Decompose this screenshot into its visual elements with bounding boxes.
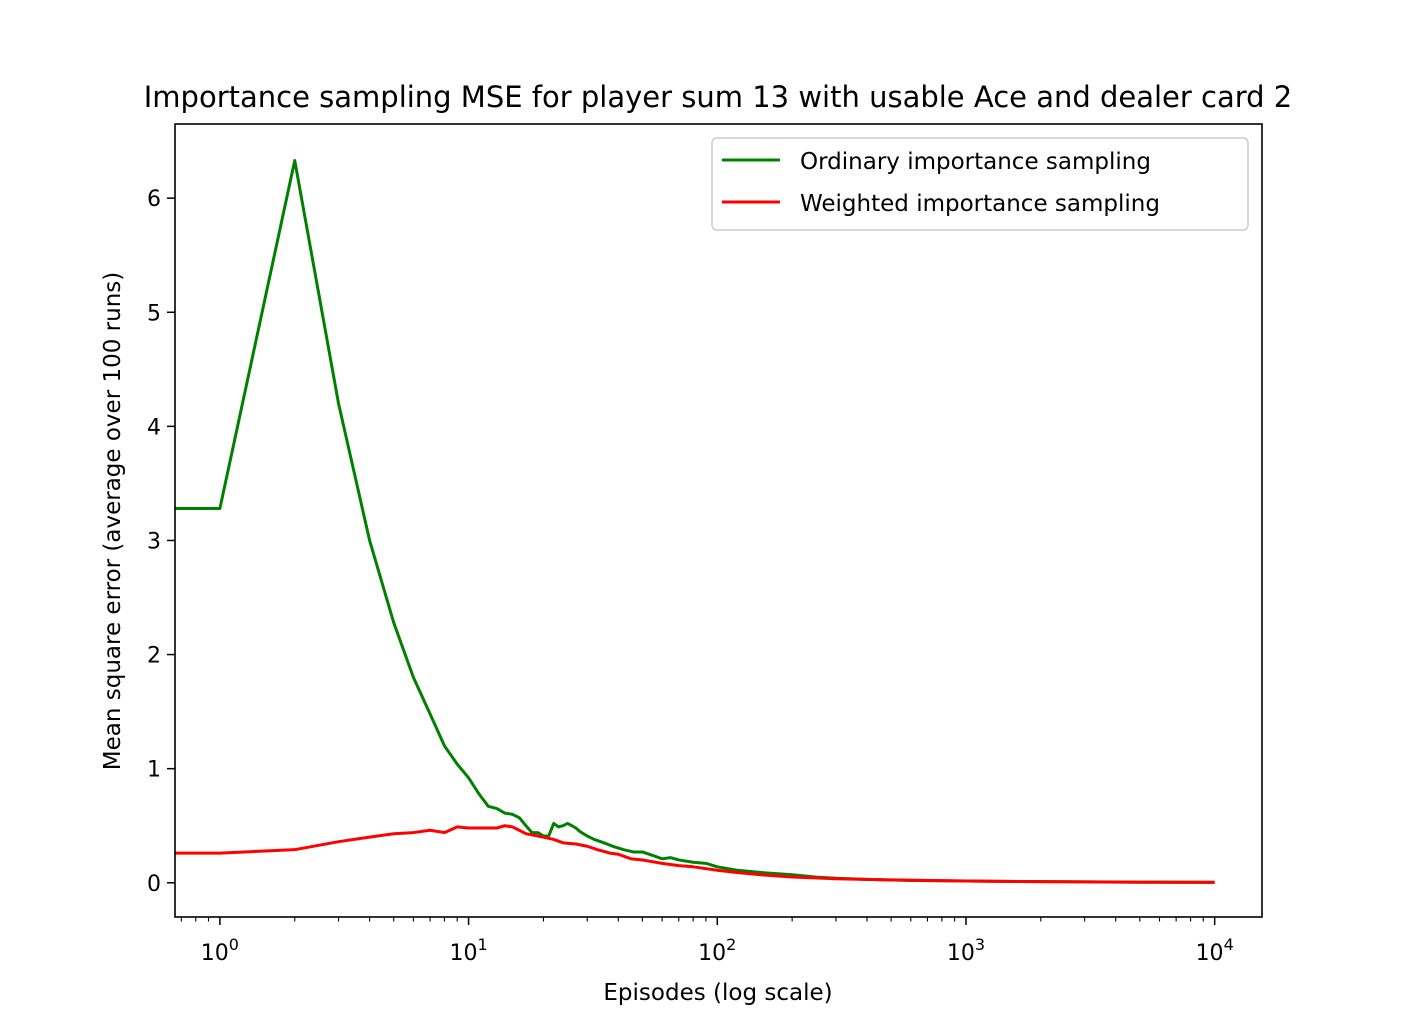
x-tick-label: 102 — [698, 935, 736, 966]
x-tick-label: 103 — [947, 935, 985, 966]
x-tick-label: 101 — [449, 935, 487, 966]
y-tick-label: 4 — [147, 415, 161, 440]
series-line-ordinary — [175, 159, 1215, 884]
plot-area — [174, 123, 1263, 918]
y-tick-label: 6 — [147, 187, 161, 212]
series-layer — [175, 159, 1215, 884]
legend-label-weighted: Weighted importance sampling — [800, 191, 1160, 217]
y-tick-label: 3 — [147, 529, 161, 554]
y-tick-label: 1 — [147, 758, 161, 783]
x-tick-label: 100 — [201, 935, 239, 966]
y-axis-label: Mean square error (average over 100 runs… — [100, 272, 126, 770]
series-line-weighted — [175, 824, 1215, 884]
y-axis: 0 1 2 3 4 5 6 — [147, 187, 175, 897]
legend: Ordinary importance sampling Weighted im… — [711, 137, 1249, 231]
x-tick-label: 104 — [1196, 935, 1234, 966]
y-tick-label: 0 — [147, 872, 161, 897]
legend-box — [711, 137, 1249, 231]
plot-frame — [174, 123, 1263, 918]
chart-title: Importance sampling MSE for player sum 1… — [144, 80, 1293, 114]
y-tick-label: 2 — [147, 644, 161, 669]
y-tick-label: 5 — [147, 301, 161, 326]
x-axis-label: Episodes (log scale) — [603, 980, 832, 1006]
x-axis: 100 101 102 103 104 — [180, 917, 1234, 966]
legend-label-ordinary: Ordinary importance sampling — [800, 149, 1151, 175]
